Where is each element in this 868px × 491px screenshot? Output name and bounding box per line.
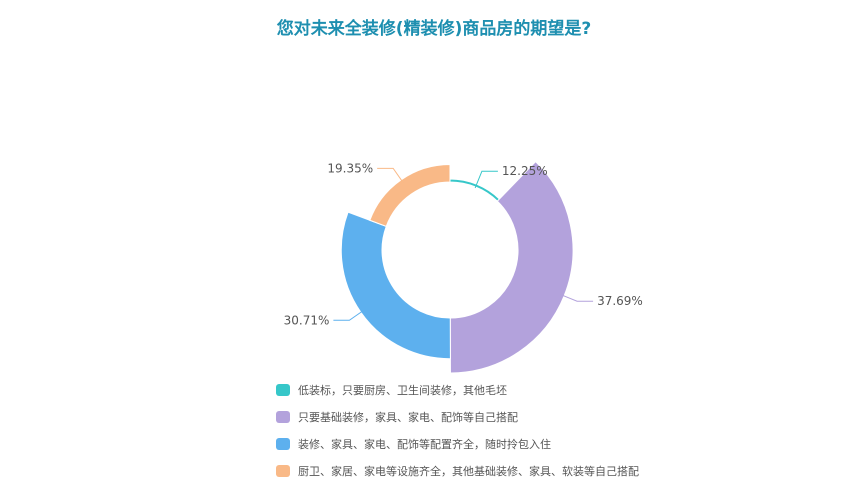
pie-slice-4[interactable] xyxy=(369,163,451,228)
leader-lines-group xyxy=(333,167,594,321)
legend-label-1: 低装标，只要厨房、卫生间装修，其他毛坯 xyxy=(298,383,507,397)
pie-slice-3[interactable] xyxy=(340,211,451,360)
leader-line-4 xyxy=(377,167,404,184)
legend-label-2: 只要基础装修，家具、家电、配饰等自己搭配 xyxy=(298,410,518,424)
value-label-2: 37.69% xyxy=(597,294,643,308)
legend-item-3[interactable]: 装修、家具、家电、配饰等配置齐全，随时拎包入住 xyxy=(276,430,639,457)
value-label-3: 30.71% xyxy=(284,313,330,327)
legend-item-4[interactable]: 厨卫、家居、家电等设施齐全，其他基础装修、家具、软装等自己搭配 xyxy=(276,457,639,484)
legend-swatch-2 xyxy=(276,410,290,423)
slices-group xyxy=(340,160,574,374)
leader-line-3 xyxy=(333,309,365,321)
pie-slice-1[interactable] xyxy=(449,178,501,202)
legend: 低装标，只要厨房、卫生间装修，其他毛坯 只要基础装修，家具、家电、配饰等自己搭配装… xyxy=(276,376,639,484)
pie-slice-2[interactable] xyxy=(449,160,574,374)
leader-line-2 xyxy=(560,294,594,302)
legend-swatch-1 xyxy=(276,383,290,396)
chart-title: 您对未来全装修(精装修)商品房的期望是? xyxy=(276,19,592,39)
value-label-1: 12.25% xyxy=(502,164,548,178)
legend-label-4: 厨卫、家居、家电等设施齐全，其他基础装修、家具、软装等自己搭配 xyxy=(298,464,639,478)
legend-item-1[interactable]: 低装标，只要厨房、卫生间装修，其他毛坯 xyxy=(276,376,639,403)
value-label-4: 19.35% xyxy=(327,161,373,175)
leader-line-1 xyxy=(474,170,498,189)
legend-label-3: 装修、家具、家电、配饰等配置齐全，随时拎包入住 xyxy=(298,437,551,451)
legend-swatch-4 xyxy=(276,464,290,477)
legend-swatch-3 xyxy=(276,437,290,450)
legend-item-2[interactable]: 只要基础装修，家具、家电、配饰等自己搭配 xyxy=(276,403,639,430)
value-labels-group: 12.25% 37.69% 30.71% 19.35% xyxy=(284,161,643,327)
